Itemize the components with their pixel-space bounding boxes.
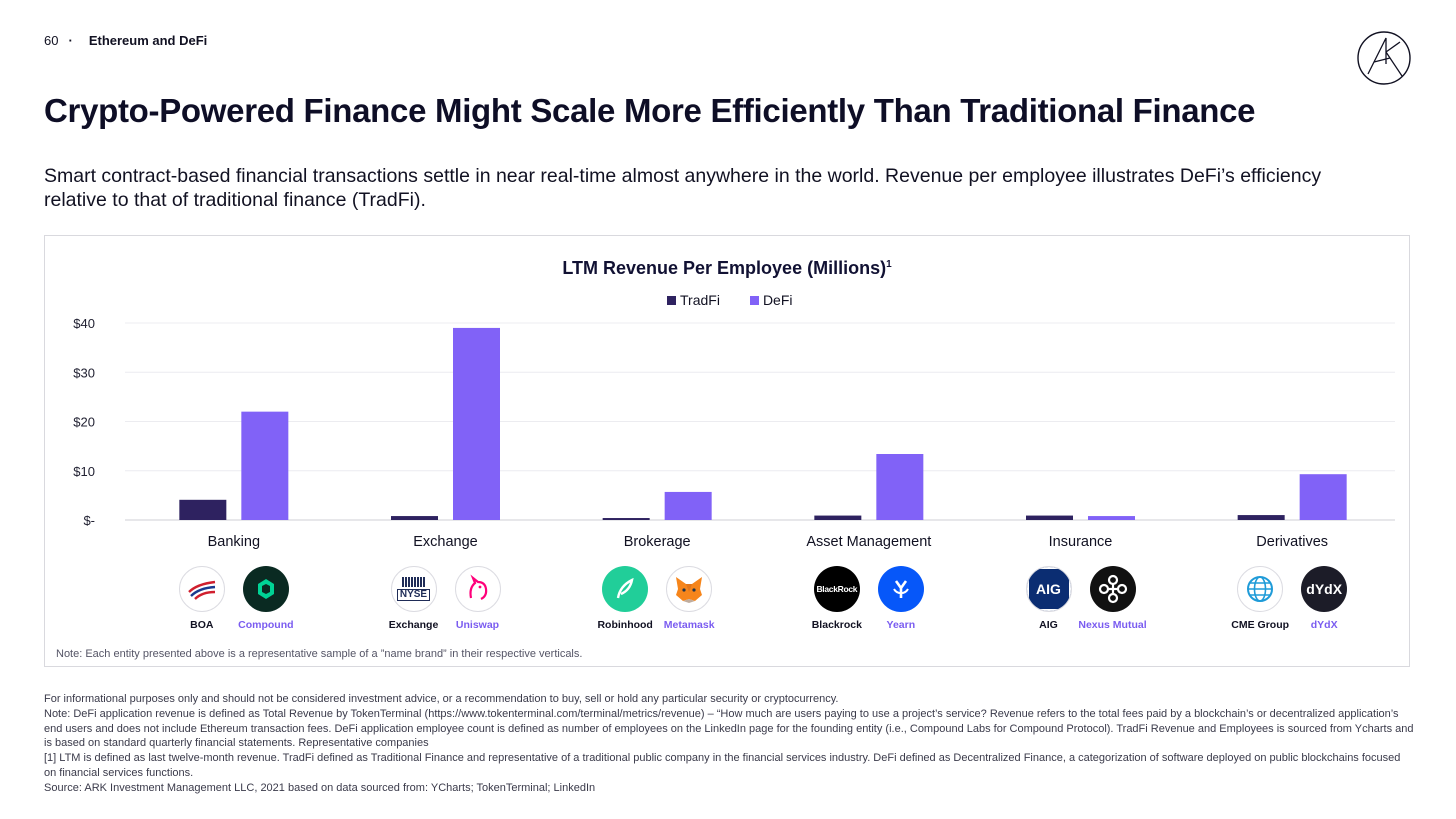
aig-icon: AIG	[1025, 566, 1072, 612]
boa-flag-icon	[178, 566, 225, 612]
entity-name-nexus-mutual: Nexus Mutual	[1078, 619, 1147, 631]
category-label-brokerage: Brokerage	[623, 534, 691, 550]
entity-name-blackrock: Blackrock	[811, 619, 862, 631]
bar-defi-exchange	[453, 327, 500, 520]
bar-defi-brokerage	[664, 491, 712, 520]
nexus-icon	[1089, 566, 1136, 612]
category-label-banking: Banking	[207, 534, 261, 550]
y-tick-label: $40	[73, 316, 95, 331]
bar-chart: $- $10 $20 $30 $40	[73, 316, 1395, 528]
ark-logo-icon	[1357, 31, 1411, 85]
entity-name-metamask: Metamask	[663, 619, 715, 631]
bar-defi-banking	[241, 411, 289, 520]
fox-icon	[666, 566, 713, 612]
entity-name-aig: AIG	[1039, 619, 1058, 631]
entity-name-compound: Compound	[238, 619, 294, 631]
footer-source: Source: ARK Investment Management LLC, 2…	[44, 781, 596, 794]
bar-tradfi-exchange	[391, 516, 438, 520]
bar-defi-derivatives	[1299, 474, 1347, 520]
bar-defi-asset-management	[876, 454, 924, 520]
yearn-icon	[877, 566, 924, 612]
entity-name-boa: BOA	[190, 619, 214, 631]
category-label-insurance: Insurance	[1048, 534, 1113, 550]
entity-name-robinhood: Robinhood	[597, 619, 653, 631]
legend-item-defi: DeFi	[749, 292, 793, 308]
chart-title: LTM Revenue Per Employee (Millions)1	[45, 258, 1409, 279]
feather-icon	[602, 566, 649, 612]
bar-tradfi-derivatives	[1237, 515, 1285, 520]
footer-footnote: [1] LTM is defined as last twelve-month …	[44, 752, 1401, 779]
chart-panel: LTM Revenue Per Employee (Millions)1 Tra…	[44, 235, 1410, 667]
chart-title-text: LTM Revenue Per Employee (Millions)	[562, 258, 887, 278]
page-title: Crypto-Powered Finance Might Scale More …	[44, 92, 1256, 129]
y-tick-label: $30	[73, 365, 95, 380]
footer-notes: For informational purposes only and shou…	[44, 692, 1414, 796]
section-name: Ethereum and DeFi	[88, 33, 208, 48]
header-separator: ·	[68, 33, 73, 48]
page-subtitle: Smart contract-based financial transacti…	[44, 165, 1322, 211]
bar-tradfi-banking	[179, 499, 227, 520]
page-number: 60	[44, 33, 59, 48]
bar-tradfi-brokerage	[602, 518, 650, 520]
entity-name-uniswap: Uniswap	[455, 619, 500, 631]
footer-disclaimer: For informational purposes only and shou…	[44, 693, 839, 705]
entity-name-yearn: Yearn	[886, 619, 916, 631]
entity-name-dydx: dYdX	[1310, 619, 1338, 631]
nyse-logo-text: NYSE	[396, 589, 431, 601]
chart-legend: TradFi DeFi	[667, 292, 793, 308]
legend-item-tradfi: TradFi	[667, 292, 720, 308]
page-header: 60 · Ethereum and DeFi	[44, 33, 207, 48]
entity-name-cme-group: CME Group	[1231, 619, 1290, 631]
aig-logo-text: AIG	[1026, 567, 1071, 611]
footer-note: Note: DeFi application revenue is define…	[44, 707, 1414, 750]
blackrock-icon: BlackRock	[813, 566, 860, 612]
globe-icon	[1237, 566, 1284, 612]
chart-title-footnote: 1	[886, 259, 892, 270]
category-label-exchange: Exchange	[413, 534, 478, 550]
legend-swatch-tradfi	[667, 295, 676, 305]
bar-defi-insurance	[1088, 516, 1135, 520]
category-label-asset-management: Asset Management	[806, 534, 932, 550]
panel-note: Note: Each entity presented above is a r…	[56, 648, 583, 660]
compound-icon	[242, 566, 289, 612]
dydx-icon: dYdX	[1301, 566, 1348, 612]
legend-label-tradfi: TradFi	[680, 292, 720, 308]
bar-tradfi-asset-management	[814, 515, 862, 520]
entity-name-exchange: Exchange	[388, 619, 439, 631]
bar-tradfi-insurance	[1026, 515, 1073, 520]
y-tick-label: $10	[73, 464, 95, 479]
unicorn-icon	[454, 566, 501, 612]
legend-swatch-defi	[749, 295, 759, 305]
y-tick-label: $20	[73, 415, 95, 430]
y-tick-label: $-	[83, 513, 95, 528]
nyse-icon: NYSE	[390, 566, 437, 612]
legend-label-defi: DeFi	[762, 292, 793, 308]
category-label-derivatives: Derivatives	[1256, 534, 1329, 550]
